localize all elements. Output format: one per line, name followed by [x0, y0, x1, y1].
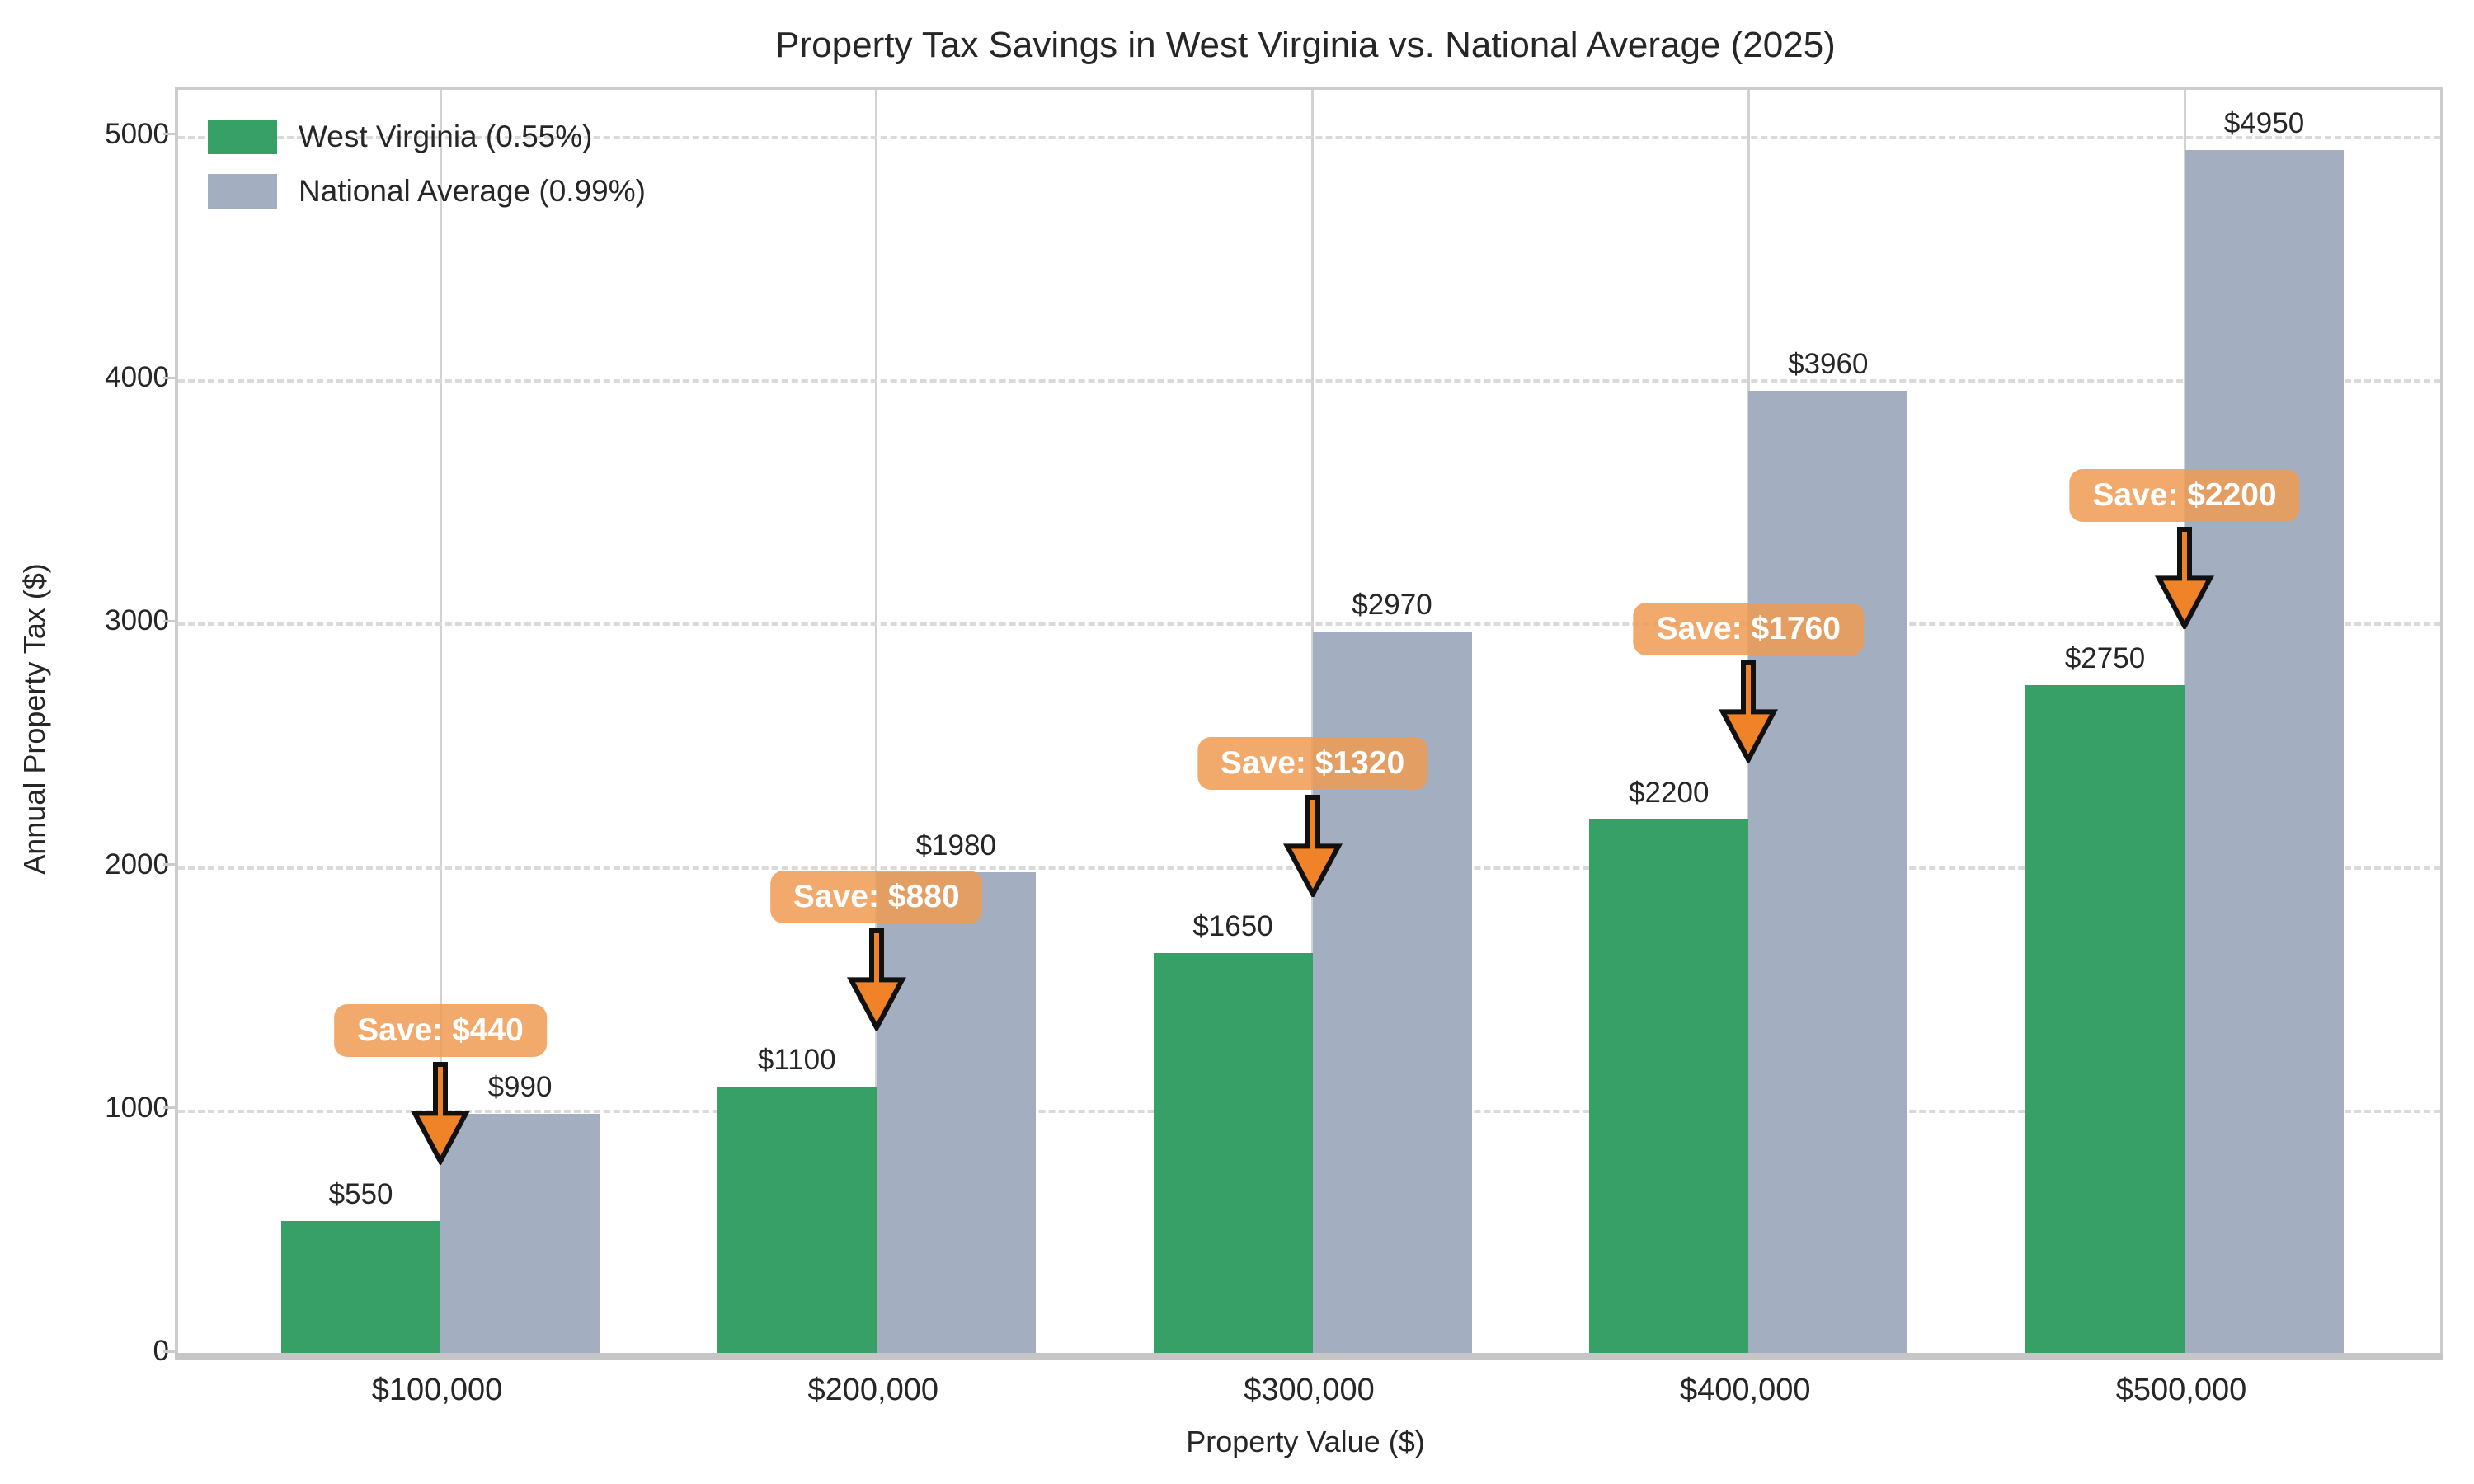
horizontal-gridline	[178, 622, 2440, 627]
savings-arrow-icon	[410, 1062, 471, 1165]
legend-swatch-national-average	[208, 174, 277, 209]
plot-area: West Virginia (0.55%) National Average (…	[175, 87, 2443, 1360]
savings-badge: Save: $2200	[2069, 468, 2300, 522]
bar-national-average-$100,000	[440, 1113, 600, 1355]
bar-value-label: $2970	[1352, 589, 1432, 622]
savings-arrow-icon	[1282, 794, 1343, 897]
legend-item-national-average: National Average (0.99%)	[208, 164, 646, 218]
y-tick-label: 5000	[105, 117, 169, 150]
savings-arrow-icon	[1719, 660, 1779, 763]
horizontal-gridline	[178, 379, 2440, 383]
bar-national-average-$500,000	[2185, 149, 2344, 1355]
legend-label-national-average: National Average (0.99%)	[299, 174, 646, 208]
legend-swatch-west-virginia	[208, 120, 277, 154]
bar-west-virginia-$400,000	[1589, 819, 1749, 1355]
x-tick-label: $100,000	[371, 1373, 503, 1407]
bar-west-virginia-$300,000	[1153, 952, 1313, 1355]
bar-value-label: $3960	[1788, 347, 1869, 380]
bar-value-label: $1650	[1192, 909, 1273, 942]
horizontal-gridline	[178, 135, 2440, 139]
y-tick-mark	[163, 619, 175, 622]
x-tick-label: $400,000	[1680, 1373, 1811, 1407]
bar-west-virginia-$200,000	[717, 1087, 877, 1355]
y-tick-mark	[163, 133, 175, 136]
y-tick-mark	[163, 1106, 175, 1110]
savings-badge: Save: $1760	[1633, 603, 1864, 656]
x-axis-line	[175, 1353, 2443, 1360]
bar-value-label: $550	[328, 1177, 393, 1210]
bar-value-label: $1980	[915, 829, 996, 862]
legend: West Virginia (0.55%) National Average (…	[208, 110, 646, 218]
savings-badge: Save: $440	[334, 1004, 547, 1058]
x-axis-label: Property Value ($)	[1186, 1425, 1425, 1458]
savings-arrow-icon	[2154, 526, 2215, 630]
bar-west-virginia-$500,000	[2025, 685, 2185, 1355]
bar-national-average-$200,000	[876, 872, 1036, 1355]
y-tick-mark	[163, 376, 175, 379]
bar-value-label: $4950	[2223, 106, 2305, 139]
y-tick-label: 4000	[105, 361, 169, 394]
bar-value-label: $2750	[2064, 642, 2146, 675]
savings-badge: Save: $880	[769, 870, 983, 923]
legend-item-west-virginia: West Virginia (0.55%)	[208, 110, 646, 164]
x-tick-label: $200,000	[807, 1373, 939, 1407]
y-tick-label: 2000	[105, 848, 169, 881]
bar-value-label: $2200	[1629, 776, 1710, 809]
savings-arrow-icon	[846, 928, 906, 1031]
legend-label-west-virginia: West Virginia (0.55%)	[299, 120, 593, 153]
bar-value-label: $990	[487, 1070, 553, 1103]
bar-national-average-$400,000	[1748, 390, 1908, 1355]
chart-title: Property Tax Savings in West Virginia vs…	[775, 25, 1836, 65]
savings-badge: Save: $1320	[1197, 736, 1428, 790]
vertical-gridline	[875, 90, 878, 1355]
bar-west-virginia-$100,000	[281, 1220, 440, 1355]
y-tick-label: 3000	[105, 604, 169, 637]
y-tick-label: 0	[153, 1335, 169, 1367]
y-tick-mark	[163, 863, 175, 866]
x-tick-label: $500,000	[2115, 1373, 2247, 1407]
bar-value-label: $1100	[757, 1044, 836, 1077]
y-tick-mark	[163, 1350, 175, 1353]
vertical-gridline	[439, 90, 442, 1355]
y-tick-label: 1000	[105, 1091, 169, 1124]
x-tick-label: $300,000	[1244, 1373, 1375, 1407]
